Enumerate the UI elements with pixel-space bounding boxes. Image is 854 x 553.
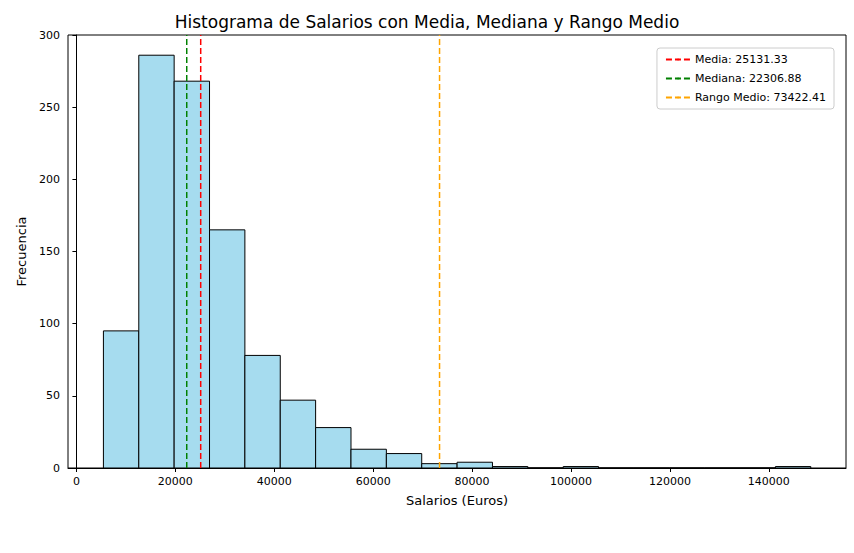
svg-text:Frecuencia: Frecuencia xyxy=(14,217,29,287)
svg-text:60000: 60000 xyxy=(356,475,391,488)
svg-text:40000: 40000 xyxy=(257,475,292,488)
svg-text:50: 50 xyxy=(46,389,60,402)
svg-text:200: 200 xyxy=(39,173,60,186)
svg-text:140000: 140000 xyxy=(748,475,790,488)
svg-text:20000: 20000 xyxy=(158,475,193,488)
svg-text:100000: 100000 xyxy=(550,475,592,488)
svg-text:120000: 120000 xyxy=(649,475,691,488)
svg-text:80000: 80000 xyxy=(455,475,490,488)
svg-text:Media: 25131.33: Media: 25131.33 xyxy=(695,53,788,66)
svg-text:150: 150 xyxy=(39,245,60,258)
svg-text:0: 0 xyxy=(73,475,80,488)
svg-text:Rango Medio: 73422.41: Rango Medio: 73422.41 xyxy=(695,91,826,104)
svg-text:0: 0 xyxy=(53,462,60,475)
svg-text:Salarios (Euros): Salarios (Euros) xyxy=(406,493,508,508)
svg-text:300: 300 xyxy=(39,29,60,42)
svg-text:Histograma de Salarios con Med: Histograma de Salarios con Media, Median… xyxy=(175,12,680,32)
svg-text:Mediana: 22306.88: Mediana: 22306.88 xyxy=(695,72,801,85)
svg-text:250: 250 xyxy=(39,101,60,114)
svg-text:100: 100 xyxy=(39,317,60,330)
